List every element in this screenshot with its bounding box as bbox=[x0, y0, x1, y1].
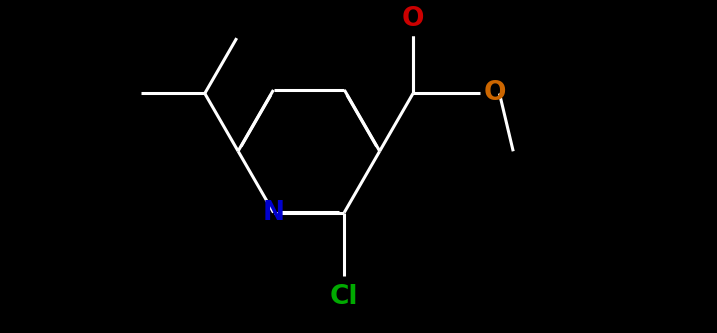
Text: O: O bbox=[484, 81, 506, 107]
Text: O: O bbox=[402, 6, 424, 32]
Text: N: N bbox=[262, 199, 285, 225]
Text: Cl: Cl bbox=[330, 284, 358, 310]
